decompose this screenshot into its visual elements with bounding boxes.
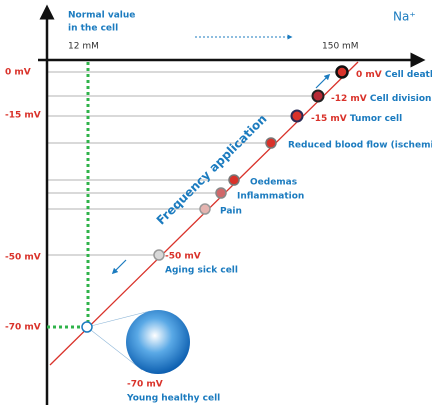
marker-mv: -70 mV bbox=[127, 380, 163, 390]
marker bbox=[265, 137, 277, 149]
voltage-label: -70 mV bbox=[5, 323, 41, 333]
connector bbox=[86, 310, 151, 328]
connector bbox=[86, 326, 143, 371]
ion-label: Na⁺ bbox=[393, 10, 416, 24]
marker-label: Inflammation bbox=[237, 192, 304, 202]
marker bbox=[335, 65, 349, 79]
marker bbox=[311, 89, 325, 103]
marker-mv: -50 mV bbox=[165, 252, 201, 262]
voltage-label: -50 mV bbox=[5, 253, 41, 263]
marker-text: Cell death bbox=[385, 70, 432, 80]
cell-sphere bbox=[126, 310, 190, 374]
marker-label: Pain bbox=[220, 207, 242, 217]
marker-mv: 0 mV bbox=[356, 70, 382, 80]
marker bbox=[153, 249, 165, 261]
marker bbox=[215, 187, 227, 199]
marker-mv: -12 mV bbox=[331, 94, 367, 104]
marker-label: Young healthy cell bbox=[126, 394, 220, 404]
header-text: Normal value bbox=[68, 11, 135, 21]
marker-label: Reduced blood flow (ischemia) bbox=[288, 141, 432, 151]
concentration-label: 12 mM bbox=[68, 42, 99, 52]
markers bbox=[81, 65, 349, 333]
reference-lines bbox=[47, 71, 342, 256]
arrow bbox=[315, 73, 331, 89]
marker-mv: -15 mV bbox=[311, 114, 347, 124]
marker-text: Cell division bbox=[370, 94, 432, 104]
marker-label: Oedemas bbox=[250, 178, 297, 188]
voltage-label: 0 mV bbox=[5, 68, 31, 78]
header-text: in the cell bbox=[68, 24, 118, 34]
concentration-label: 150 mM bbox=[322, 42, 359, 52]
marker bbox=[290, 109, 304, 123]
marker bbox=[81, 321, 93, 333]
marker-label: -12 mV Cell division bbox=[331, 94, 431, 104]
marker-label: Aging sick cell bbox=[165, 266, 238, 276]
marker-text: Tumor cell bbox=[350, 114, 402, 124]
marker bbox=[228, 174, 240, 186]
marker-label: 0 mV Cell death bbox=[356, 70, 432, 80]
diagonal-label: Frequency application bbox=[154, 112, 270, 228]
voltage-label: -15 mV bbox=[5, 111, 41, 121]
marker-label: -15 mV Tumor cell bbox=[311, 114, 402, 124]
arrow bbox=[111, 259, 127, 275]
marker bbox=[199, 203, 211, 215]
